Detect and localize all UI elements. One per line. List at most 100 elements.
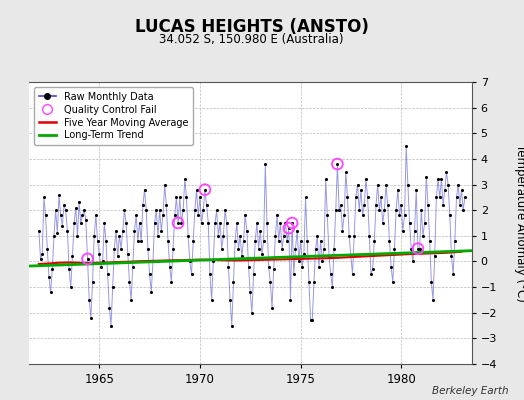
Point (357, 186, 365, 193)
Point (248, 310, 256, 316)
Text: Berkeley Earth: Berkeley Earth (432, 386, 508, 396)
Point (414, 246, 422, 252)
Point (199, 207, 208, 213)
Point (364, 194, 372, 200)
Point (293, 228, 301, 234)
Point (253, 220, 261, 226)
Point (176, 194, 184, 200)
Point (367, 271, 375, 278)
Point (328, 284, 336, 290)
Point (83, 256, 92, 262)
Point (290, 271, 298, 278)
Point (342, 168, 350, 175)
Point (86, 315, 95, 321)
Point (336, 202, 345, 208)
Point (77, 220, 85, 226)
Point (58, 222, 67, 229)
Point (266, 279, 275, 285)
Point (417, 207, 425, 213)
Point (313, 233, 322, 239)
Point (435, 194, 444, 200)
Point (318, 258, 326, 265)
Point (360, 202, 368, 208)
Legend: Raw Monthly Data, Quality Control Fail, Five Year Moving Average, Long-Term Tren: Raw Monthly Data, Quality Control Fail, … (34, 87, 193, 145)
Point (227, 322, 236, 329)
Point (112, 228, 120, 234)
Point (73, 233, 82, 239)
Point (447, 253, 456, 260)
Point (402, 143, 410, 149)
Point (219, 233, 227, 239)
Point (308, 317, 316, 324)
Point (149, 258, 157, 265)
Point (118, 228, 127, 234)
Point (145, 271, 154, 278)
Point (237, 253, 246, 260)
Point (283, 238, 291, 244)
Point (130, 228, 139, 234)
Point (50, 233, 58, 239)
Point (339, 228, 347, 234)
Point (429, 297, 437, 303)
Point (89, 279, 97, 285)
Point (172, 194, 181, 200)
Point (269, 266, 278, 272)
Point (310, 279, 318, 285)
Point (68, 253, 77, 260)
Point (382, 181, 390, 188)
Point (374, 181, 382, 188)
Point (333, 161, 342, 167)
Point (395, 212, 403, 218)
Point (127, 297, 135, 303)
Point (298, 263, 307, 270)
Point (134, 238, 142, 244)
Point (189, 238, 198, 244)
Point (36, 256, 45, 262)
Point (140, 186, 149, 193)
Point (226, 297, 234, 303)
Point (276, 220, 285, 226)
Point (424, 202, 432, 208)
Point (449, 271, 457, 278)
Text: 34.052 S, 150.980 E (Australia): 34.052 S, 150.980 E (Australia) (159, 33, 344, 46)
Point (255, 246, 263, 252)
Point (352, 194, 360, 200)
Point (268, 304, 276, 311)
Point (422, 174, 431, 180)
Point (384, 202, 392, 208)
Point (347, 253, 355, 260)
Point (420, 220, 429, 226)
Point (100, 220, 108, 226)
Point (61, 207, 70, 213)
Point (70, 220, 78, 226)
Point (95, 250, 103, 257)
Point (437, 176, 445, 183)
Text: LUCAS HEIGHTS (ANSTO): LUCAS HEIGHTS (ANSTO) (135, 18, 368, 36)
Point (362, 176, 370, 183)
Point (323, 212, 332, 218)
Point (403, 181, 412, 188)
Point (78, 212, 86, 218)
Point (135, 220, 144, 226)
Point (40, 194, 48, 200)
Point (35, 228, 43, 234)
Point (231, 238, 239, 244)
Point (365, 233, 374, 239)
Point (452, 194, 461, 200)
Point (427, 279, 435, 285)
Point (285, 225, 293, 231)
Point (288, 220, 297, 226)
Point (216, 220, 224, 226)
Point (99, 258, 107, 265)
Point (442, 168, 451, 175)
Point (412, 186, 420, 193)
Point (93, 238, 102, 244)
Point (102, 238, 110, 244)
Point (177, 220, 185, 226)
Point (47, 289, 55, 296)
Point (320, 246, 328, 252)
Point (82, 217, 90, 224)
Point (307, 317, 315, 324)
Point (179, 207, 187, 213)
Point (451, 238, 459, 244)
